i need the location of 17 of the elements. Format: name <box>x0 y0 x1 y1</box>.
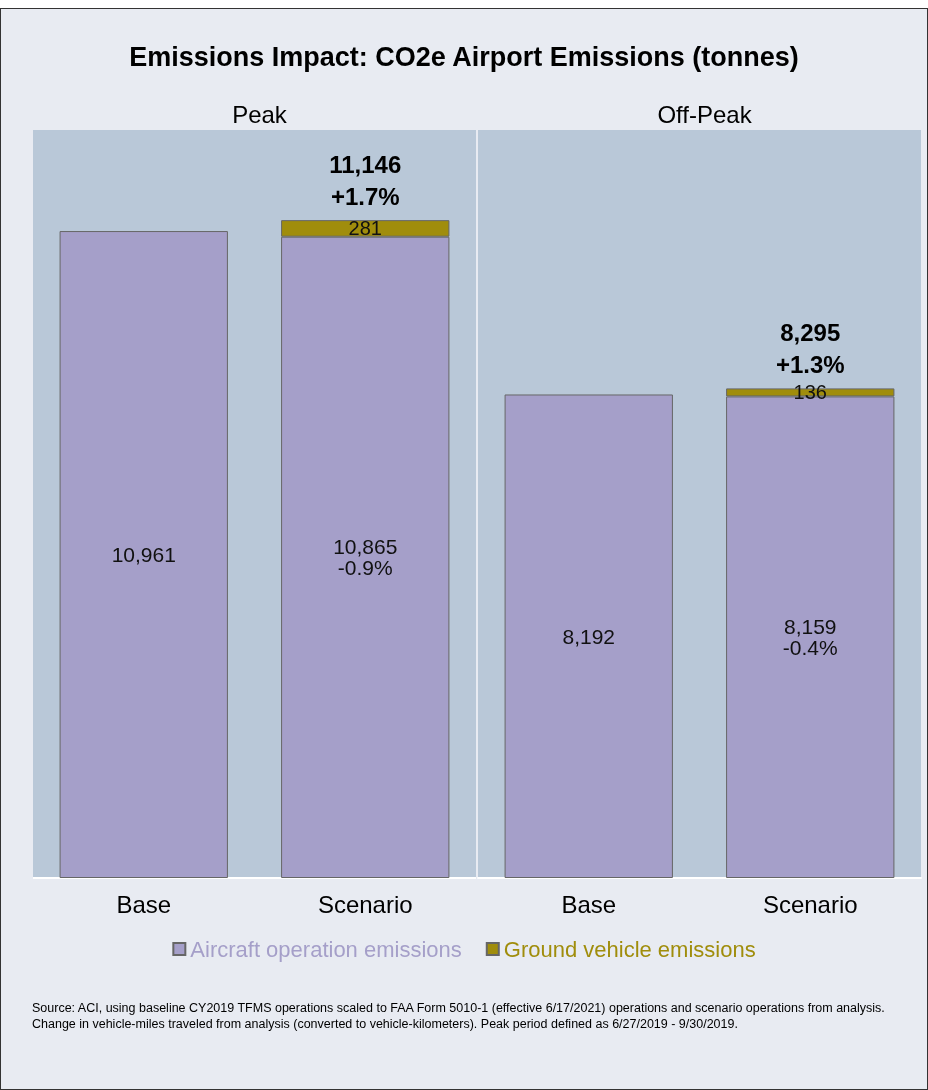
x-tick-label: Base <box>116 890 172 918</box>
total-label: 8,295 +1.3% <box>775 318 845 378</box>
data-label: 10,961 <box>111 543 176 567</box>
x-tick-label: Scenario <box>762 890 858 918</box>
data-label: 281 <box>348 217 382 240</box>
data-label: 10,865 -0.9% <box>333 535 398 580</box>
legend-label: Aircraft operation emissions <box>190 936 462 962</box>
data-label: 8,192 <box>562 624 616 648</box>
chart-subtitle: Off-Peak <box>657 100 753 128</box>
data-label: 8,159 -0.4% <box>782 615 838 660</box>
legend-label: Ground vehicle emissions <box>503 936 756 962</box>
x-tick-label: Scenario <box>317 890 413 918</box>
x-tick-label: Base <box>561 890 617 918</box>
source-note: Source: ACI, using baseline CY2019 TFMS operations scaled to FAA Form 5010-1 (effective 6/17/2021) operations and scenario operations from analysis. Change in vehicle-miles traveled from analysis (converted to vehicle-kilometers). Peak period defined as 6/27/2019 - 9/30/2019. <box>32 1000 886 1032</box>
chart-title: Emissions Impact: CO2e Airport Emissions (tonnes) <box>128 42 800 73</box>
total-label: 11,146 +1.7% <box>329 150 402 210</box>
chart-subtitle: Peak <box>232 100 288 128</box>
